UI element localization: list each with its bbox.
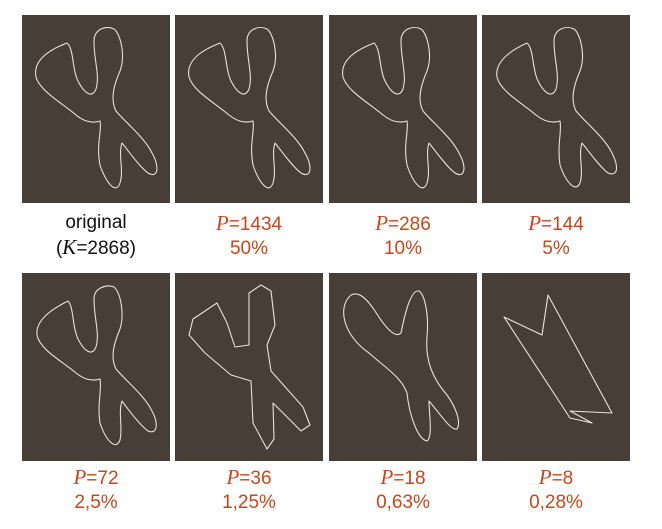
caption-p72: P=72 2,5% xyxy=(73,465,119,513)
caption-original-sub: (K=2868) xyxy=(55,235,137,259)
chromosome-contour-original xyxy=(35,26,158,189)
caption-p8: P=8 0,28% xyxy=(529,465,583,513)
caption-p18: P=18 0,63% xyxy=(376,465,430,513)
chromosome-contour-p144 xyxy=(496,26,617,188)
chromosome-contour-p8 xyxy=(503,294,613,424)
caption-p1434: P=1434 50% xyxy=(215,211,283,259)
chromosome-contour-p36 xyxy=(188,284,311,450)
panel-p72 xyxy=(22,273,170,461)
chromosome-contour-p18 xyxy=(343,290,460,442)
panel-p144 xyxy=(482,15,630,203)
panel-original xyxy=(22,15,170,203)
panel-p18 xyxy=(329,273,477,461)
caption-original: original (K=2868) xyxy=(22,211,170,261)
caption-p144: P=144 5% xyxy=(528,211,584,259)
chromosome-contour-p1434 xyxy=(188,26,311,189)
chromosome-contour-p286 xyxy=(342,26,465,189)
panel-p8 xyxy=(482,273,630,461)
caption-original-label: original xyxy=(65,212,127,233)
panel-p286 xyxy=(329,15,477,203)
caption-p36: P=36 1,25% xyxy=(222,465,276,513)
panel-p1434 xyxy=(175,15,323,203)
chromosome-contour-p72 xyxy=(36,285,157,446)
caption-p286: P=286 10% xyxy=(375,211,431,259)
panel-p36 xyxy=(175,273,323,461)
